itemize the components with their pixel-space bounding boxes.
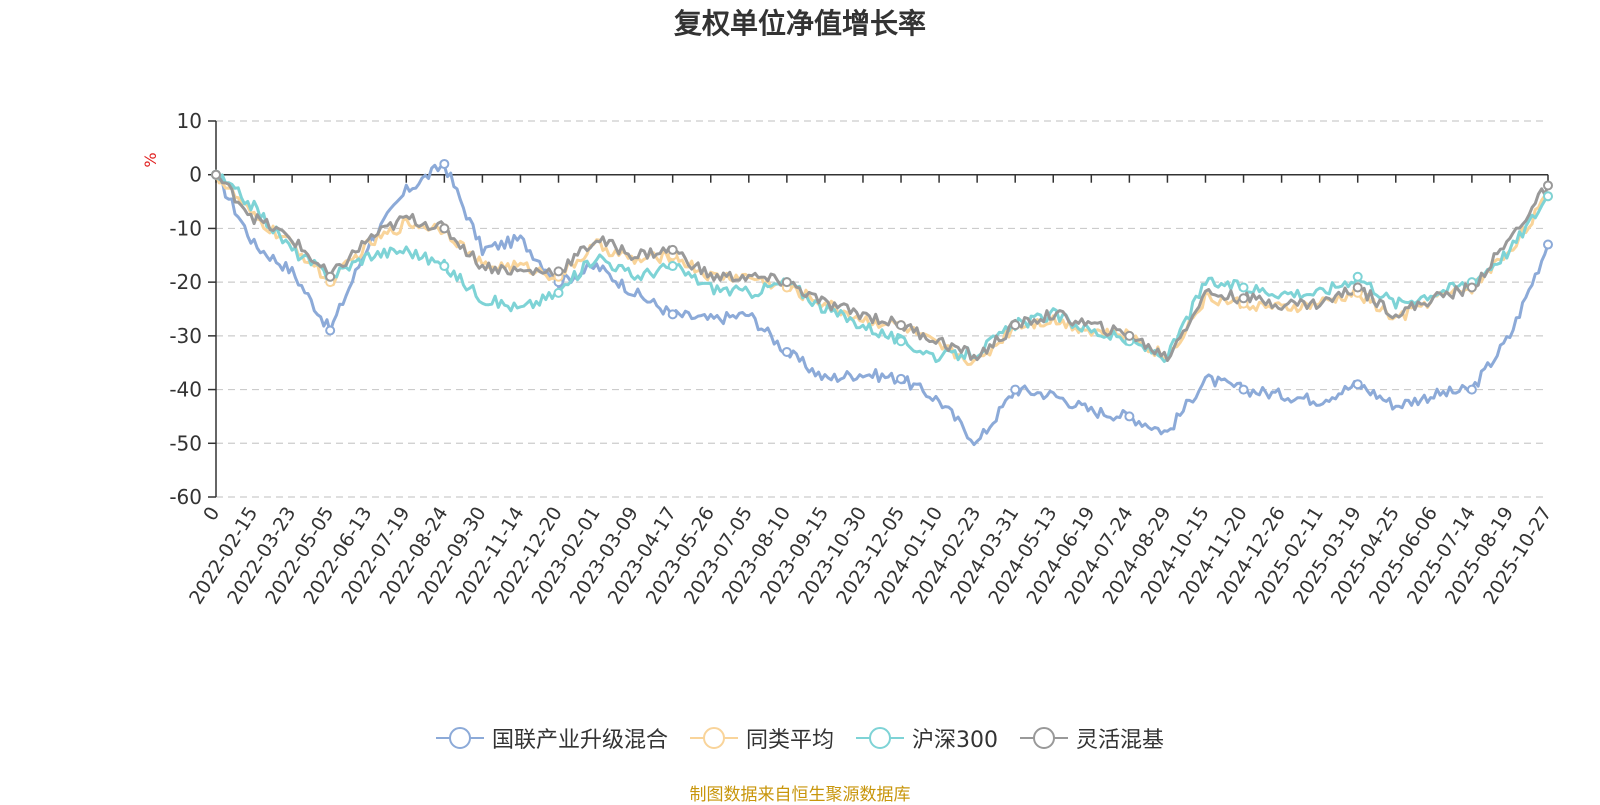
y-tick-label: 0	[189, 163, 202, 187]
series-4-point[interactable]	[211, 169, 221, 180]
series-1-point[interactable]	[781, 346, 792, 357]
legend-item-series-4[interactable]: 灵活混基	[1020, 722, 1164, 754]
series-4-point[interactable]	[1124, 330, 1135, 341]
series-1-point[interactable]	[667, 309, 678, 320]
series-4-point[interactable]	[667, 244, 678, 255]
series-1-point[interactable]	[325, 325, 336, 336]
chart-title: 复权单位净值增长率	[673, 7, 926, 40]
y-tick-label: -20	[169, 270, 202, 294]
series-line-4	[214, 173, 1550, 362]
legend-label-series-1: 国联产业升级混合	[491, 728, 668, 753]
series-line-3	[214, 173, 1550, 364]
series-4-point[interactable]	[896, 320, 907, 331]
series-3-point[interactable]	[439, 261, 450, 272]
source-footer: 制图数据来自恒生聚源数据库	[689, 785, 911, 805]
series-3-point[interactable]	[1543, 191, 1553, 202]
series-1-point[interactable]	[1352, 379, 1363, 390]
series-4-point[interactable]	[781, 277, 792, 288]
series-4-point[interactable]	[325, 271, 336, 282]
series-4-point[interactable]	[1352, 282, 1363, 293]
series-1-point[interactable]	[1466, 384, 1477, 395]
series-3-point[interactable]	[667, 261, 678, 272]
series-3-point[interactable]	[1238, 282, 1249, 293]
legend-label-series-3: 沪深300	[912, 728, 998, 753]
legend-series-2-icon	[689, 727, 738, 749]
x-tick-label: 0	[199, 503, 224, 525]
series-4-point[interactable]	[553, 266, 564, 277]
series-1-point[interactable]	[1124, 411, 1135, 422]
chart-plot: 100-10-20-30-40-50-6002022-02-152022-03-…	[141, 109, 1556, 608]
legend-label-series-2: 同类平均	[745, 728, 834, 753]
y-tick-label: -50	[169, 431, 202, 455]
legend-series-4-icon	[1020, 727, 1068, 749]
y-tick-label: -60	[169, 485, 202, 509]
series-1-point[interactable]	[439, 158, 450, 169]
legend-label-series-4: 灵活混基	[1076, 728, 1165, 753]
series-3-point[interactable]	[896, 336, 907, 347]
series-4-point[interactable]	[439, 223, 450, 234]
series-4-point[interactable]	[1466, 282, 1477, 293]
y-tick-label: -10	[169, 216, 202, 240]
series-4-point[interactable]	[1010, 320, 1021, 331]
legend-item-series-3[interactable]: 沪深300	[856, 722, 998, 754]
legend-item-series-1[interactable]: 国联产业升级混合	[435, 722, 668, 754]
y-tick-label: 10	[177, 109, 202, 133]
series-4-point[interactable]	[1543, 180, 1553, 191]
series-1-point[interactable]	[1543, 239, 1553, 250]
series-3-point[interactable]	[553, 287, 564, 298]
series-1-point[interactable]	[1010, 384, 1021, 395]
series-4-point[interactable]	[1238, 293, 1249, 304]
series-line-1	[215, 163, 1550, 447]
series-1-point[interactable]	[1238, 384, 1249, 395]
y-axis-label: %	[141, 152, 160, 167]
legend: 国联产业升级混合 同类平均 沪深300 灵活混基	[0, 722, 1600, 754]
y-tick-label: -30	[169, 324, 202, 348]
series-3-point[interactable]	[1352, 271, 1363, 282]
legend-item-series-2[interactable]: 同类平均	[689, 722, 834, 754]
legend-series-3-icon	[856, 727, 904, 749]
y-tick-label: -40	[169, 378, 202, 402]
series-1-point[interactable]	[896, 373, 907, 384]
legend-series-1-icon	[435, 727, 484, 749]
